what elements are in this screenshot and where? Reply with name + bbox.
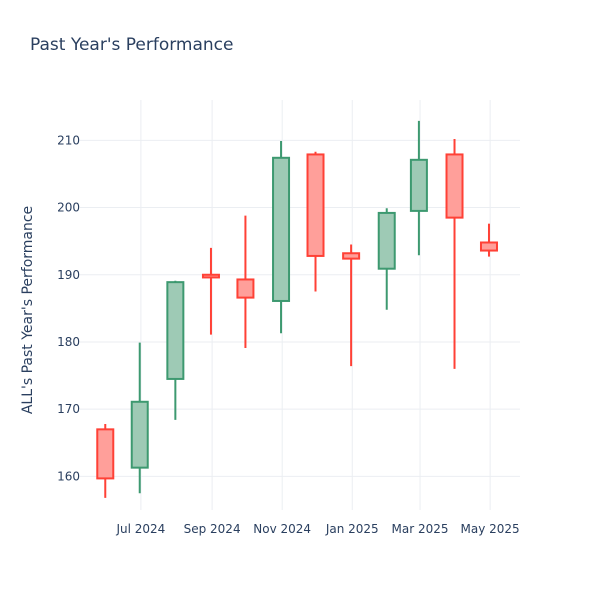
x-tick-label: Sep 2024 xyxy=(184,522,241,536)
x-tick-label: May 2025 xyxy=(461,522,520,536)
y-tick-label: 180 xyxy=(57,335,80,349)
y-axis-title: ALL's Past Year's Performance xyxy=(20,206,36,414)
candle-body xyxy=(96,428,115,480)
candle-increasing xyxy=(130,342,149,494)
candle-body xyxy=(272,156,291,302)
candle-increasing xyxy=(409,120,428,256)
candle-body xyxy=(130,400,149,469)
chart-title: Past Year's Performance xyxy=(30,35,234,55)
candle-body xyxy=(166,281,185,380)
candle-decreasing xyxy=(445,138,464,369)
candle-decreasing xyxy=(236,215,255,349)
x-tick-label: Jan 2025 xyxy=(325,522,379,536)
candle-decreasing xyxy=(479,223,498,257)
candle-body xyxy=(409,158,428,212)
candle-body xyxy=(306,153,325,257)
candle-decreasing xyxy=(201,247,220,335)
y-tick-label: 170 xyxy=(57,402,80,416)
candle-decreasing xyxy=(96,423,115,498)
x-tick-label: Mar 2025 xyxy=(392,522,449,536)
x-tick-label: Jul 2024 xyxy=(115,522,165,536)
x-tick-label: Nov 2024 xyxy=(253,522,311,536)
candle-body xyxy=(445,153,464,219)
candle-increasing xyxy=(377,208,396,310)
candle-layer xyxy=(96,120,498,498)
y-tick-label: 160 xyxy=(57,469,80,483)
tick-label-layer: 160 170 180 190 200 210 Jul 2024 Sep 2024 Nov 20… xyxy=(57,133,520,536)
candle-decreasing xyxy=(306,151,325,292)
candle-increasing xyxy=(272,141,291,334)
candle-body xyxy=(236,278,255,299)
y-tick-label: 190 xyxy=(57,268,80,282)
candle-increasing xyxy=(166,280,185,420)
candle-decreasing xyxy=(342,244,361,367)
candle-body xyxy=(479,241,498,252)
candle-body xyxy=(377,211,396,270)
candle-body xyxy=(342,252,361,260)
y-tick-label: 200 xyxy=(57,201,80,215)
y-tick-label: 210 xyxy=(57,133,80,147)
candle-body xyxy=(201,273,220,279)
